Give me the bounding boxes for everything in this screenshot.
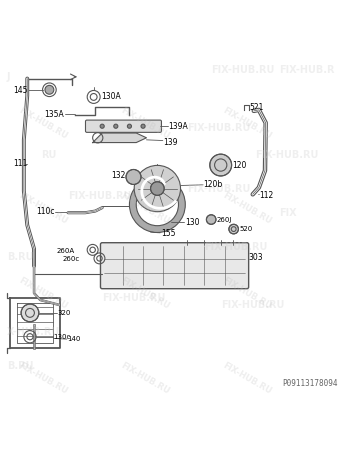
Text: FIX-HUB.RU: FIX-HUB.RU <box>256 150 319 160</box>
Text: 303: 303 <box>248 253 262 262</box>
Text: FIX-HUB.RU: FIX-HUB.RU <box>68 191 132 201</box>
Circle shape <box>206 215 216 224</box>
Text: B.RU: B.RU <box>7 361 33 371</box>
Text: P09113178094: P09113178094 <box>283 379 338 388</box>
Text: FIX-HUB.RU: FIX-HUB.RU <box>17 276 69 311</box>
Text: 112: 112 <box>259 190 273 199</box>
Text: FIX: FIX <box>279 208 297 218</box>
Text: 111: 111 <box>14 159 28 168</box>
Text: 139: 139 <box>163 138 178 147</box>
Text: 260J: 260J <box>217 217 232 223</box>
Text: FIX-HUB.RU: FIX-HUB.RU <box>17 106 69 141</box>
FancyBboxPatch shape <box>85 120 161 132</box>
Text: FIX-HUB.RU: FIX-HUB.RU <box>119 361 171 396</box>
Text: FIX-HUB.RU: FIX-HUB.RU <box>17 361 69 396</box>
Text: FIX-HUB.RU: FIX-HUB.RU <box>222 106 273 141</box>
Text: 145: 145 <box>14 86 28 95</box>
Text: 521: 521 <box>250 103 264 112</box>
Text: 135A: 135A <box>44 110 64 119</box>
Text: FIX-HUB.RU: FIX-HUB.RU <box>102 293 166 303</box>
Text: X-HUB.RU: X-HUB.RU <box>7 327 60 337</box>
Text: FIX-HUB.RU: FIX-HUB.RU <box>187 184 251 194</box>
Circle shape <box>134 166 181 212</box>
Text: FIX-HUB.RU: FIX-HUB.RU <box>119 276 171 311</box>
Text: 320: 320 <box>57 310 71 315</box>
Circle shape <box>21 304 39 322</box>
Text: FIX-HUB.RU: FIX-HUB.RU <box>222 191 273 226</box>
Text: 130c: 130c <box>54 334 71 340</box>
Wedge shape <box>130 177 185 233</box>
Text: 130: 130 <box>185 218 200 227</box>
Text: FIX-HUB.RU: FIX-HUB.RU <box>222 361 273 396</box>
Circle shape <box>45 86 54 94</box>
Text: FIX-HUB.R: FIX-HUB.R <box>279 65 335 75</box>
Text: 260c: 260c <box>63 256 80 262</box>
Text: 120: 120 <box>233 161 247 170</box>
Text: FIX-HUB.RU: FIX-HUB.RU <box>119 191 171 226</box>
Text: FIX-HUB.RU: FIX-HUB.RU <box>222 300 285 310</box>
Text: 130A: 130A <box>102 92 121 101</box>
Text: FIX-HUB.RU: FIX-HUB.RU <box>119 106 171 141</box>
Text: B.RU: B.RU <box>7 252 33 262</box>
Text: FIX-HUB.RU: FIX-HUB.RU <box>204 242 268 252</box>
Text: 139A: 139A <box>169 122 188 130</box>
FancyBboxPatch shape <box>100 243 248 289</box>
Text: 155: 155 <box>161 229 175 238</box>
Circle shape <box>127 124 132 128</box>
Polygon shape <box>93 133 146 143</box>
Text: FIX-HUB.RU: FIX-HUB.RU <box>187 123 251 133</box>
Text: 260A: 260A <box>57 248 75 254</box>
Text: FIX-HUB.RU: FIX-HUB.RU <box>211 65 274 75</box>
Circle shape <box>210 154 232 176</box>
Circle shape <box>141 124 145 128</box>
Text: 520: 520 <box>239 226 253 233</box>
Circle shape <box>100 124 104 128</box>
Text: FIX-HUB.RU: FIX-HUB.RU <box>17 191 69 226</box>
Circle shape <box>114 124 118 128</box>
Text: J: J <box>7 72 10 82</box>
Circle shape <box>126 170 141 184</box>
Text: 132: 132 <box>111 171 125 180</box>
Circle shape <box>229 224 238 234</box>
Text: FIX-HUB.RU: FIX-HUB.RU <box>222 276 273 311</box>
Circle shape <box>150 182 164 195</box>
Text: 120b: 120b <box>204 180 223 189</box>
Text: 140: 140 <box>68 336 81 342</box>
Text: RU: RU <box>41 150 56 160</box>
Text: 110c: 110c <box>36 207 55 216</box>
